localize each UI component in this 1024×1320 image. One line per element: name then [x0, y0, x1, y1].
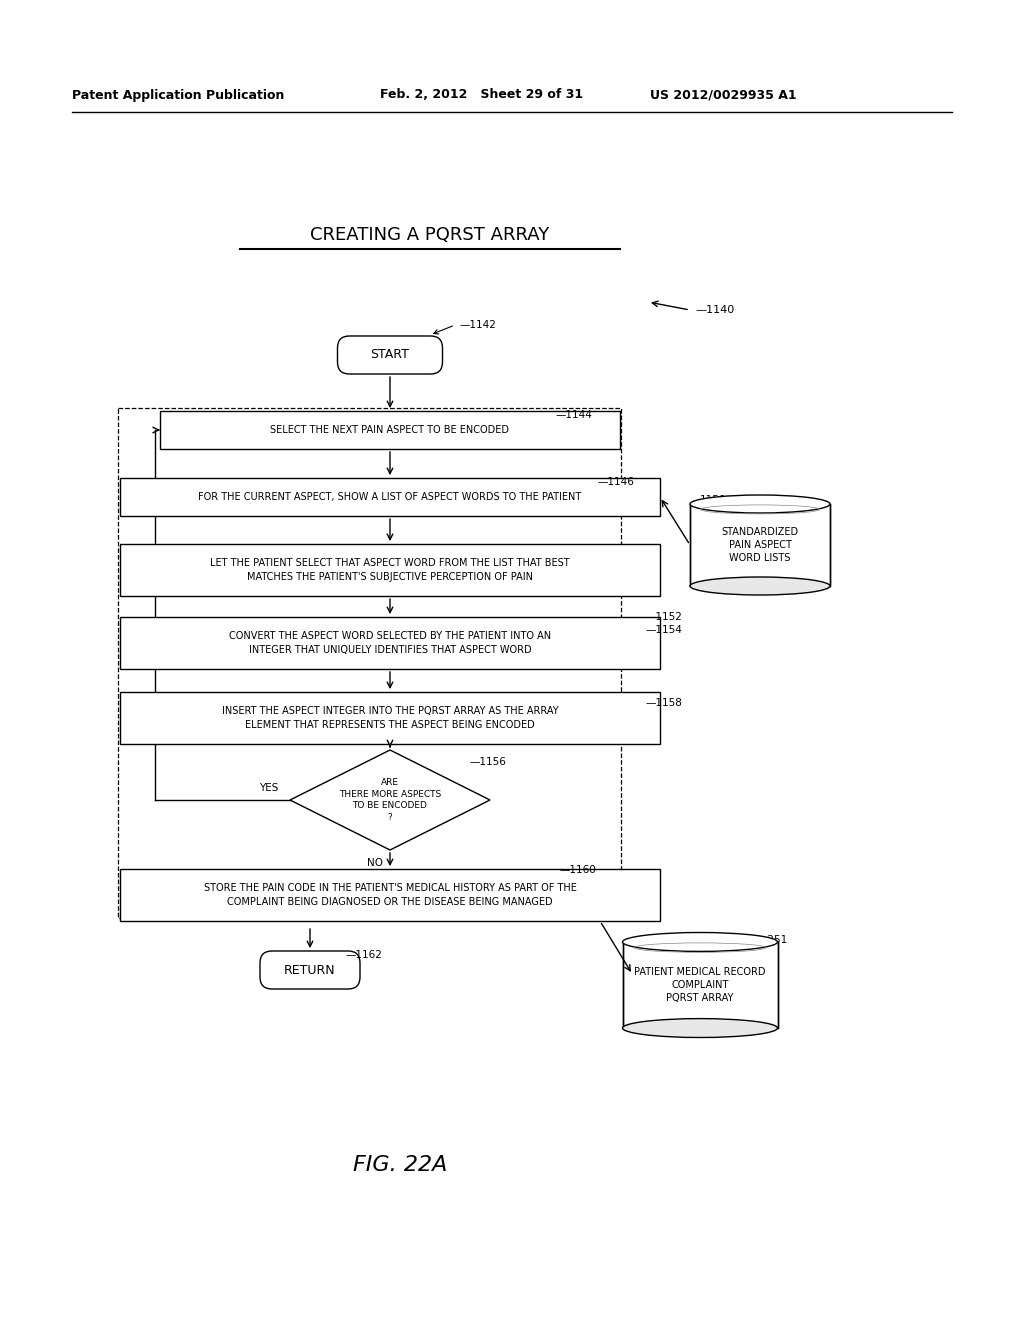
Text: —1160: —1160	[560, 865, 597, 875]
Text: FOR THE CURRENT ASPECT, SHOW A LIST OF ASPECT WORDS TO THE PATIENT: FOR THE CURRENT ASPECT, SHOW A LIST OF A…	[199, 492, 582, 502]
Ellipse shape	[623, 932, 777, 952]
Text: —251: —251	[757, 935, 787, 945]
Text: 1150: 1150	[700, 495, 726, 506]
Text: NO: NO	[367, 858, 383, 869]
Text: —1162: —1162	[345, 950, 382, 960]
Text: CREATING A PQRST ARRAY: CREATING A PQRST ARRAY	[310, 226, 550, 244]
Text: PATIENT MEDICAL RECORD
COMPLAINT
PQRST ARRAY: PATIENT MEDICAL RECORD COMPLAINT PQRST A…	[634, 966, 766, 1003]
FancyBboxPatch shape	[120, 544, 660, 597]
Text: STANDARDIZED
PAIN ASPECT
WORD LISTS: STANDARDIZED PAIN ASPECT WORD LISTS	[722, 527, 799, 564]
Ellipse shape	[623, 1019, 777, 1038]
Text: —1142: —1142	[460, 319, 497, 330]
Text: LET THE PATIENT SELECT THAT ASPECT WORD FROM THE LIST THAT BEST
MATCHES THE PATI: LET THE PATIENT SELECT THAT ASPECT WORD …	[210, 558, 569, 582]
Text: Feb. 2, 2012   Sheet 29 of 31: Feb. 2, 2012 Sheet 29 of 31	[380, 88, 583, 102]
Text: —1158: —1158	[645, 698, 682, 708]
FancyBboxPatch shape	[120, 869, 660, 921]
Text: —1140: —1140	[695, 305, 734, 315]
Text: CONVERT THE ASPECT WORD SELECTED BY THE PATIENT INTO AN
INTEGER THAT UNIQUELY ID: CONVERT THE ASPECT WORD SELECTED BY THE …	[229, 631, 551, 655]
Ellipse shape	[690, 495, 830, 513]
Text: —1144: —1144	[555, 411, 592, 420]
Text: START: START	[371, 348, 410, 362]
Text: FIG. 22A: FIG. 22A	[353, 1155, 447, 1175]
Text: ARE
THERE MORE ASPECTS
TO BE ENCODED
?: ARE THERE MORE ASPECTS TO BE ENCODED ?	[339, 777, 441, 822]
Ellipse shape	[690, 577, 830, 595]
FancyBboxPatch shape	[160, 411, 620, 449]
FancyBboxPatch shape	[120, 478, 660, 516]
FancyBboxPatch shape	[120, 692, 660, 744]
FancyBboxPatch shape	[120, 616, 660, 669]
Text: YES: YES	[259, 783, 278, 793]
Polygon shape	[290, 750, 490, 850]
Text: Patent Application Publication: Patent Application Publication	[72, 88, 285, 102]
Text: RETURN: RETURN	[285, 964, 336, 977]
Bar	[623, 942, 777, 1028]
Text: SELECT THE NEXT PAIN ASPECT TO BE ENCODED: SELECT THE NEXT PAIN ASPECT TO BE ENCODE…	[270, 425, 510, 436]
Text: —1146: —1146	[598, 477, 635, 487]
Text: —1152: —1152	[645, 612, 682, 622]
Text: —1156: —1156	[470, 756, 507, 767]
Bar	[690, 504, 830, 586]
Text: STORE THE PAIN CODE IN THE PATIENT'S MEDICAL HISTORY AS PART OF THE
COMPLAINT BE: STORE THE PAIN CODE IN THE PATIENT'S MED…	[204, 883, 577, 907]
Text: —1154: —1154	[645, 624, 682, 635]
FancyBboxPatch shape	[338, 337, 442, 374]
Text: US 2012/0029935 A1: US 2012/0029935 A1	[650, 88, 797, 102]
Text: INSERT THE ASPECT INTEGER INTO THE PQRST ARRAY AS THE ARRAY
ELEMENT THAT REPRESE: INSERT THE ASPECT INTEGER INTO THE PQRST…	[221, 706, 558, 730]
FancyBboxPatch shape	[260, 950, 360, 989]
